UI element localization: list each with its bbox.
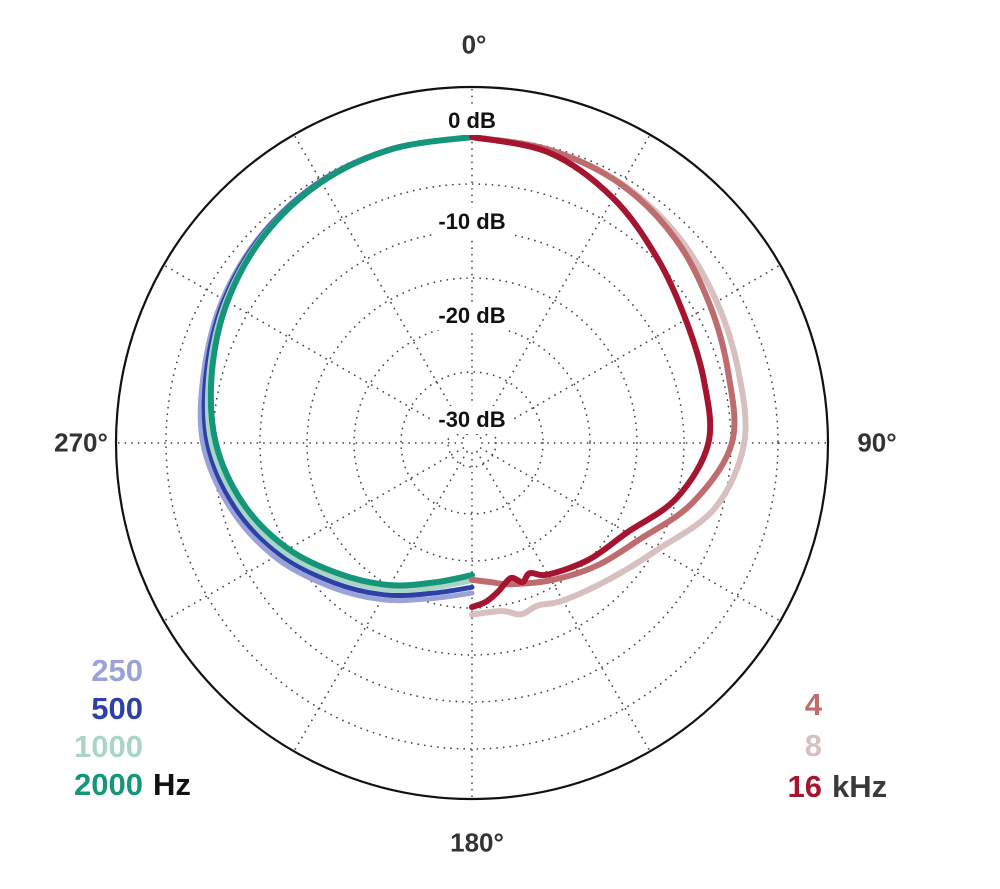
curve-4-khz <box>469 134 738 588</box>
legend-item-1000: 1000 <box>23 728 143 766</box>
db-label-10: -10 dB <box>432 208 512 236</box>
legend-item-500: 500 <box>23 690 143 728</box>
spoke-30 <box>476 133 651 436</box>
db-label-20: -20 dB <box>432 302 512 330</box>
angle-label-270: 270° <box>54 427 108 458</box>
angle-label-0: 0° <box>461 29 487 60</box>
curve-2000-hz <box>207 134 475 589</box>
db-label-30: -30 dB <box>432 406 512 434</box>
db-ring--20 <box>353 324 591 562</box>
legend-left: 250 500 1000 2000 Hz <box>23 652 191 804</box>
legend-label-8: 8 <box>804 728 822 763</box>
legend-right: 4 8 16 kHz <box>682 684 888 807</box>
legend-item-8: 8 <box>682 725 822 766</box>
legend-item-4: 4 <box>682 684 822 725</box>
db-ring-0 <box>165 136 779 750</box>
angle-label-90: 90° <box>857 427 897 458</box>
db-label-0: 0 dB <box>442 107 502 135</box>
db-ring--25 <box>400 371 544 515</box>
legend-label-16: 16 <box>787 769 822 804</box>
legend-label-500: 500 <box>91 691 143 726</box>
db-ring--10 <box>259 230 685 656</box>
legend-item-250: 250 <box>23 652 143 690</box>
curve-250-hz <box>197 134 475 604</box>
outer-circle <box>114 85 830 801</box>
legend-label-1000: 1000 <box>74 729 143 764</box>
legend-unit-hz: Hz <box>153 767 191 802</box>
legend-label-2000: 2000 <box>74 767 143 802</box>
legend-label-4: 4 <box>804 687 822 722</box>
curve-16-khz <box>469 134 714 611</box>
legend-unit-khz: kHz <box>832 769 888 804</box>
legend-item-2000: 2000 Hz <box>23 766 191 804</box>
legend-label-250: 250 <box>91 653 143 688</box>
legend-item-16: 16 kHz <box>682 766 888 807</box>
frequency-curves <box>197 134 749 618</box>
angle-label-180: 180° <box>450 827 504 858</box>
db-ring--15 <box>306 277 638 609</box>
